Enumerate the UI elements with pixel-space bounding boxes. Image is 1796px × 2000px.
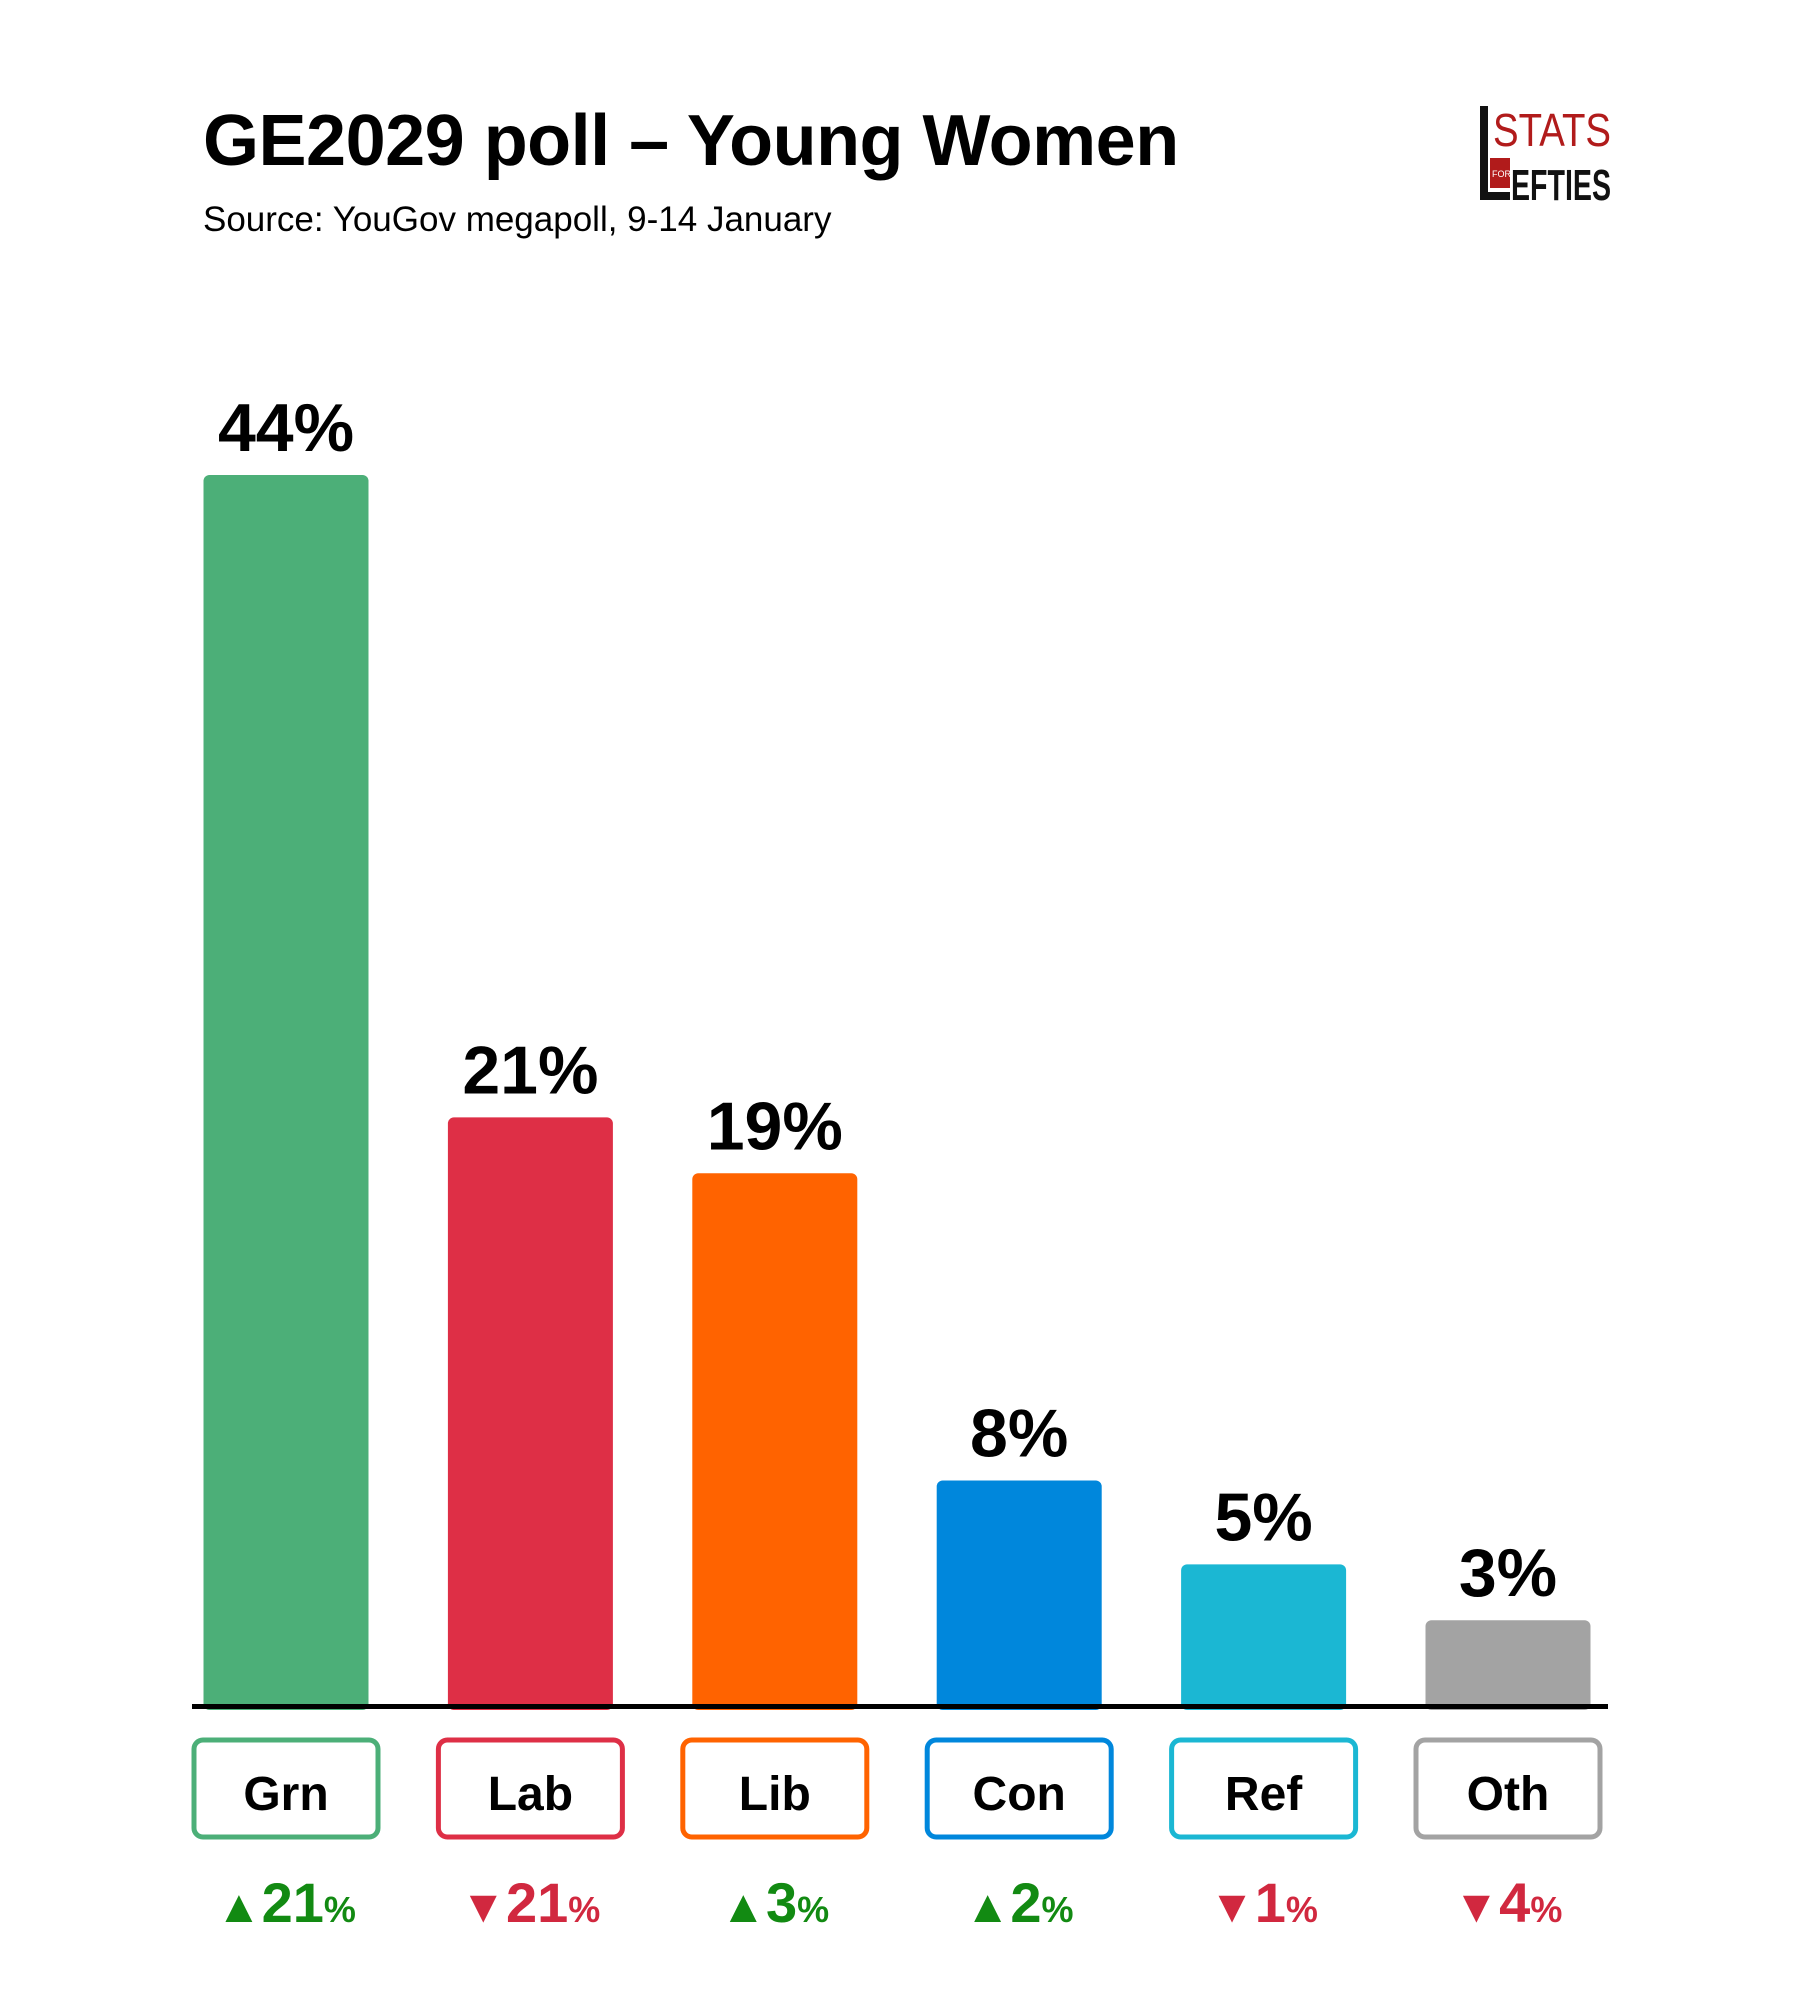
stats-for-lefties-logo: STATS FOR EFTIES (1480, 104, 1611, 204)
bar-oth (1425, 1620, 1591, 1710)
chart-title: GE2029 poll – Young Women (203, 101, 1179, 181)
logo-l-foot (1480, 192, 1510, 200)
value-label-lib: 19% (707, 1088, 843, 1164)
value-label-con: 8% (970, 1396, 1068, 1472)
change-label-lab: ▼21% (460, 1871, 600, 1934)
bar-con (936, 1480, 1102, 1710)
bar-ref (1181, 1564, 1347, 1710)
bar-lab (447, 1117, 613, 1710)
change-label-lib: ▲3% (720, 1871, 829, 1934)
party-box-con (924, 1737, 1114, 1840)
logo-for-text: FOR (1492, 169, 1511, 179)
logo-l-stem (1480, 106, 1488, 200)
value-label-ref: 5% (1214, 1479, 1312, 1555)
value-label-grn: 44% (218, 390, 354, 466)
party-box-oth (1413, 1737, 1603, 1840)
category-label-oth: Oth (1467, 1768, 1550, 1821)
chart-subtitle: Source: YouGov megapoll, 9-14 January (203, 200, 832, 239)
party-box-ref (1169, 1737, 1359, 1840)
bar-grn (203, 475, 369, 1710)
value-label-lab: 21% (462, 1032, 598, 1108)
value-label-oth: 3% (1459, 1535, 1557, 1611)
party-box-grn (191, 1737, 381, 1840)
party-box-lib (680, 1737, 870, 1840)
x-axis-baseline (192, 1704, 1608, 1709)
change-label-grn: ▲21% (216, 1871, 356, 1934)
category-label-ref: Ref (1225, 1768, 1303, 1821)
change-label-oth: ▼4% (1454, 1871, 1563, 1934)
category-label-grn: Grn (243, 1768, 328, 1821)
category-label-lib: Lib (739, 1768, 811, 1821)
change-label-con: ▲2% (965, 1871, 1074, 1934)
logo-stats-text: STATS (1493, 104, 1611, 156)
party-box-lab (435, 1737, 625, 1840)
logo-for-box (1490, 158, 1510, 188)
category-label-lab: Lab (488, 1768, 573, 1821)
bar-lib (692, 1173, 858, 1710)
change-label-ref: ▼1% (1209, 1871, 1318, 1934)
category-label-con: Con (973, 1768, 1066, 1821)
logo-efties-text: EFTIES (1511, 161, 1611, 204)
